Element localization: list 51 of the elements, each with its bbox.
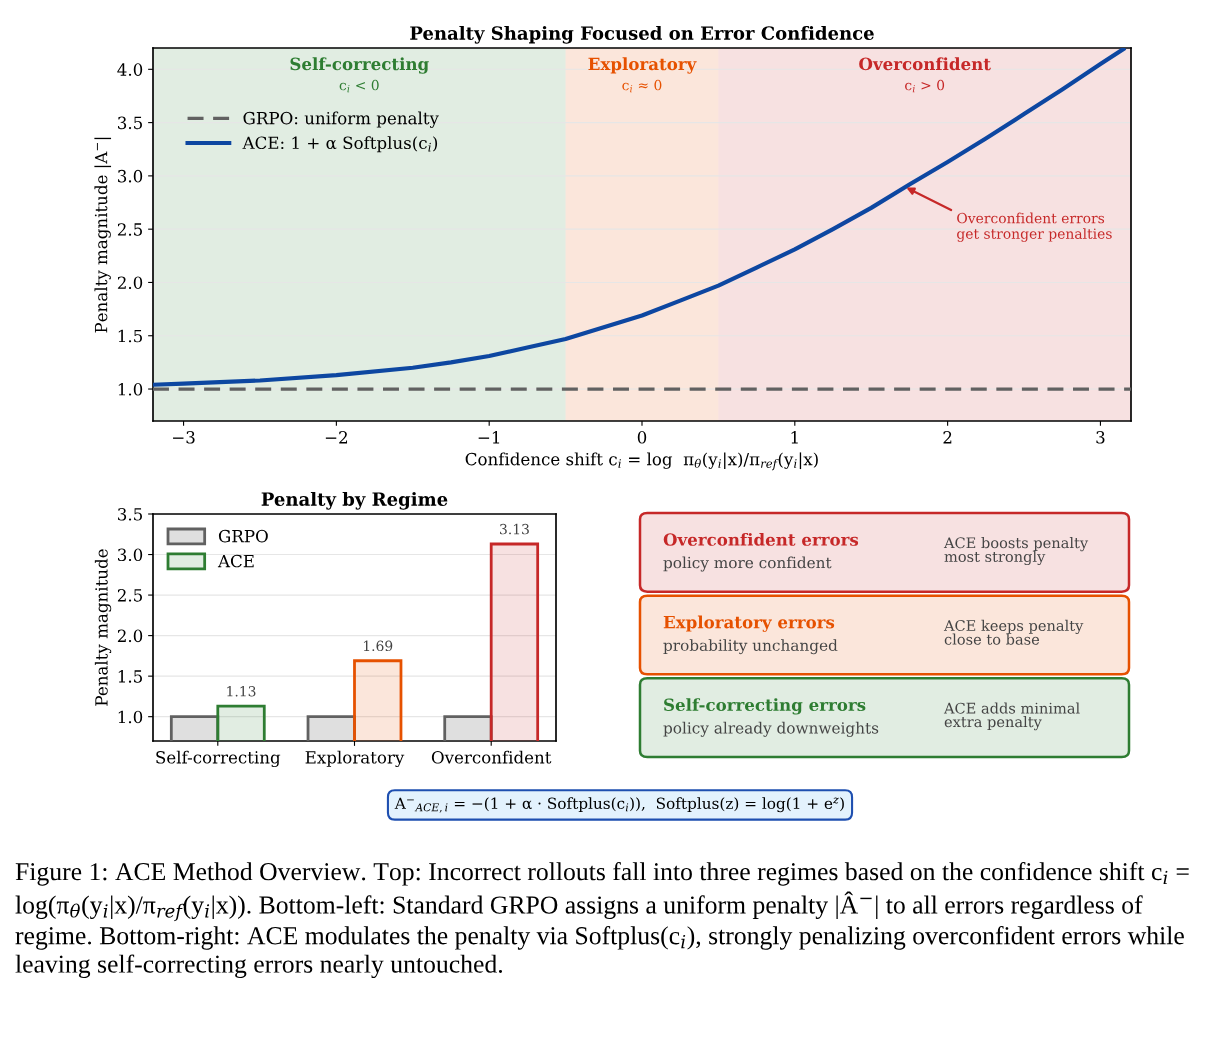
y-tick-label: 3.0 (118, 548, 143, 562)
band-label: Exploratory c$_{i}$ ≈ 0 (588, 57, 697, 93)
y-tick-label: 3.0 (118, 169, 143, 183)
data-label: 1.13 (227, 686, 256, 697)
y-axis-title: Penalty magnitude (94, 549, 112, 706)
y-tick-label: 1.5 (118, 670, 142, 683)
y-tick-label: 2.5 (117, 589, 142, 602)
x-tick-label: Exploratory (305, 750, 405, 768)
x-tick-label: 1 (791, 431, 798, 444)
chart-title: Penalty Shaping Focused on Error Confidence (410, 25, 874, 44)
text: probability unchanged (663, 639, 838, 655)
legend-label: ACE: 1 + α Softplus(c$_{i}$) (242, 136, 438, 153)
y-tick-label: 2.0 (117, 276, 143, 290)
annotation: Overconfident errors get stronger penalties (957, 212, 1112, 242)
text: Overconfident errors (663, 532, 859, 546)
y-tick-label: 1.0 (118, 710, 143, 724)
text: ACE keeps penalty close to base (943, 619, 1084, 645)
y-tick-label: 3.5 (118, 116, 142, 130)
y-tick-label: 3.5 (118, 507, 142, 521)
y-axis-title: Penalty magnitude |A$^{−}$| (94, 137, 112, 333)
text: Exploratory errors (663, 615, 835, 632)
chart-title: Penalty by Regime (261, 491, 448, 510)
band-label: Self-correcting c$_{i}$ < 0 (290, 57, 429, 93)
x-tick-label: −3 (173, 431, 195, 444)
text: ACE adds minimal extra penalty (943, 702, 1080, 731)
y-tick-label: 2.0 (117, 629, 143, 643)
x-tick-label: 3 (1096, 431, 1105, 444)
data-label: 3.13 (500, 523, 529, 535)
text: Figure 1: ACE Method Overview. Top: Incorrect rollouts fall into three regimes based on the confidence shift c$_{i}$ = log(π$_{θ}$(y$_{i}$|x)/π$_{ref}$(y$_{i}$|x)). Bottom-left: Standard GRPO assigns a uniform penalty |Â$^{−}$| to all errors regardless of regime. Bottom-right: ACE modulates the penalty via Softplus(c$_{i}$), strongly penalizing overconfident errors while leaving self-correcting errors nearly untouched. (15, 862, 1189, 979)
text: A$^{−}$$_{ACE,i}$ = −(1 + α · Softplus(c$_{i}$)), Softplus(z) = log(1 + e$^{z}$) (394, 797, 844, 813)
line-series (153, 48, 1126, 387)
x-tick-label: Self-correcting (156, 750, 281, 768)
text: Self-correcting errors (664, 698, 866, 715)
y-tick-label: 1.0 (118, 382, 143, 396)
text: policy more confident (663, 556, 832, 572)
x-tick-label: −2 (325, 431, 348, 444)
legend-label: GRPO: uniform penalty (243, 111, 439, 128)
y-tick-label: 2.5 (117, 223, 142, 236)
legend-label: GRPO (218, 529, 268, 543)
band-label: Overconfident c$_{i}$ > 0 (859, 57, 991, 93)
data-label: 1.69 (363, 640, 393, 652)
x-tick-label: −1 (478, 431, 500, 444)
x-tick-label: 0 (637, 431, 647, 444)
text: policy already downweights (663, 721, 879, 737)
y-tick-label: 4.0 (117, 63, 143, 76)
text: ACE boosts penalty most strongly (943, 536, 1089, 566)
x-tick-label: 2 (943, 431, 952, 444)
legend-label: ACE (217, 554, 254, 568)
x-tick-label: Overconfident (431, 750, 552, 764)
y-tick-label: 1.5 (118, 329, 142, 343)
text: Confidence shift c$_{i}$ = log π$_{θ}$(y$_{i}$|x)/π$_{ref}$(y$_{i}$|x) (465, 452, 818, 471)
